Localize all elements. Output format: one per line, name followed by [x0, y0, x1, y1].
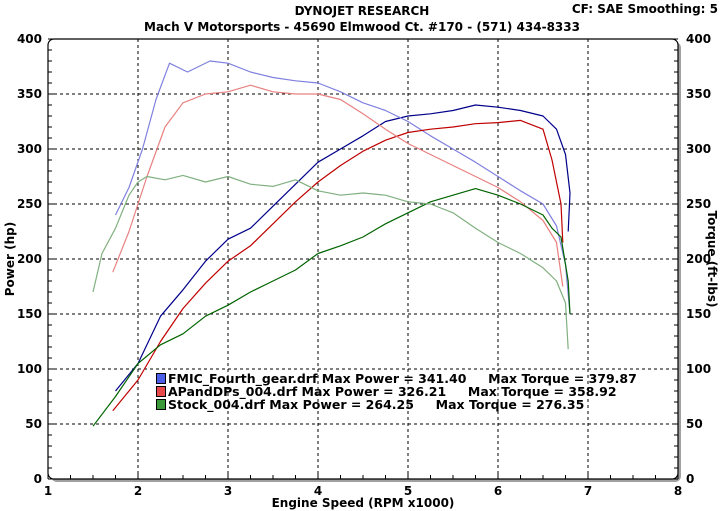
svg-text:3: 3: [224, 484, 232, 498]
chart-subtitle: Mach V Motorsports - 45690 Elmwood Ct. #…: [144, 20, 580, 34]
y-axis-label-left: Power (hp): [3, 222, 17, 296]
svg-text:100: 100: [17, 362, 42, 376]
axis-ticks: 0 0 50 50 100 100 150 150 200 200 250 250 300 300 350 3…: [17, 32, 711, 498]
svg-text:100: 100: [686, 362, 711, 376]
svg-text:150: 150: [17, 307, 42, 321]
svg-text:300: 300: [17, 142, 42, 156]
svg-text:50: 50: [686, 417, 703, 431]
x-axis-label: Engine Speed (RPM x1000): [272, 496, 455, 510]
svg-text:200: 200: [686, 252, 711, 266]
svg-text:4: 4: [314, 484, 322, 498]
legend: FMIC_Fourth_gear.drf Max Power = 341.40 …: [156, 372, 637, 411]
chart-title: DYNOJET RESEARCH: [294, 4, 430, 18]
svg-text:250: 250: [17, 197, 42, 211]
y-axis-label-right: Torque (ft-lbs): [705, 211, 719, 308]
legend-item-apanddps[interactable]: APandDPs_004.drf Max Power = 326.21 Max …: [156, 385, 637, 398]
svg-text:0: 0: [686, 472, 694, 486]
svg-text:1: 1: [44, 484, 52, 498]
svg-text:200: 200: [17, 252, 42, 266]
svg-text:300: 300: [686, 142, 711, 156]
svg-text:0: 0: [34, 472, 42, 486]
svg-text:8: 8: [674, 484, 682, 498]
swatch-icon: [156, 399, 166, 410]
svg-text:6: 6: [494, 484, 502, 498]
plot-frame: [47, 38, 681, 482]
svg-text:250: 250: [686, 197, 711, 211]
svg-text:5: 5: [404, 484, 412, 498]
svg-text:350: 350: [686, 87, 711, 101]
swatch-icon: [156, 386, 166, 397]
svg-text:350: 350: [17, 87, 42, 101]
svg-text:50: 50: [25, 417, 42, 431]
svg-text:2: 2: [134, 484, 142, 498]
svg-text:150: 150: [686, 307, 711, 321]
data-lines: [92, 60, 571, 427]
svg-text:400: 400: [686, 32, 711, 46]
swatch-icon: [156, 373, 166, 384]
legend-item-fmic[interactable]: FMIC_Fourth_gear.drf Max Power = 341.40 …: [156, 372, 637, 385]
grid-lines: [48, 39, 678, 479]
correction-factor-label: CF: SAE Smoothing: 5: [571, 2, 718, 16]
svg-text:7: 7: [584, 484, 592, 498]
legend-item-stock[interactable]: Stock_004.drf Max Power = 264.25 Max Tor…: [156, 398, 637, 411]
svg-text:400: 400: [17, 32, 42, 46]
